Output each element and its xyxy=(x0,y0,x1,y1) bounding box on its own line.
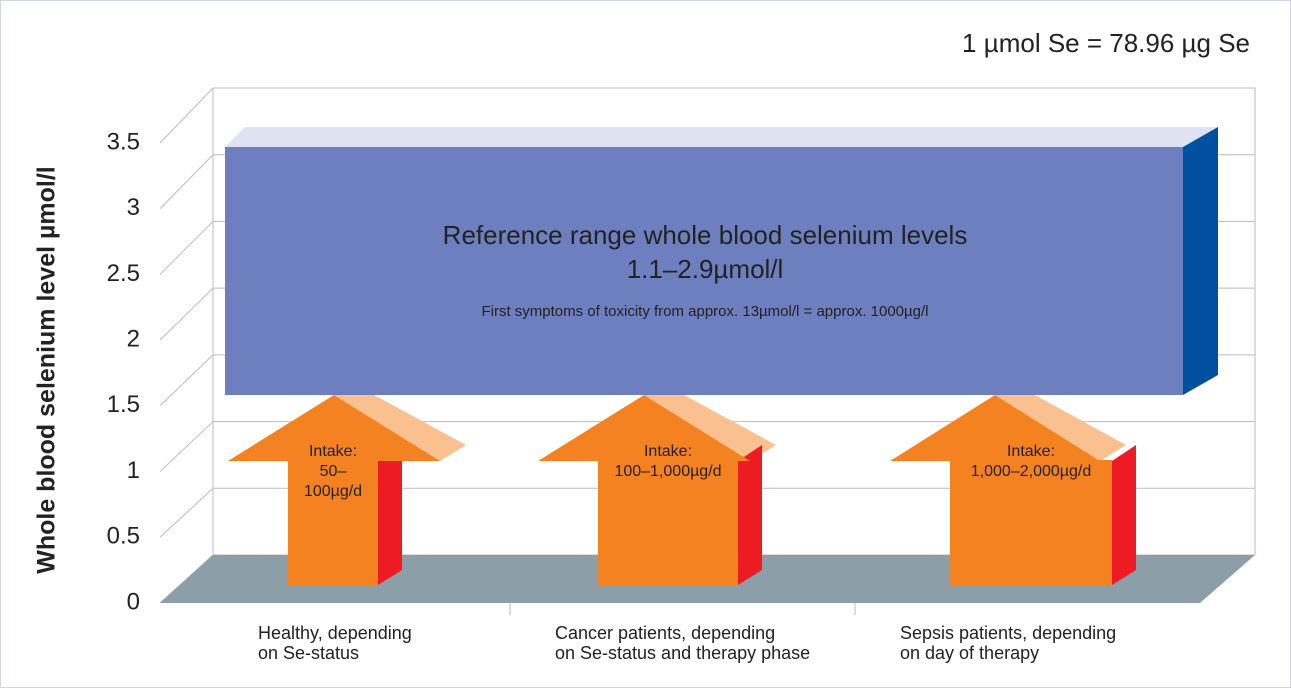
arrow-shaft xyxy=(288,460,378,585)
arrow-top xyxy=(334,395,466,461)
arrow-side xyxy=(378,445,402,585)
grid-line-oblique xyxy=(159,487,214,538)
box-note: First symptoms of toxicity from approx. … xyxy=(481,303,928,320)
y-tick-label: 0 xyxy=(127,588,140,615)
y-tick-label: 1 xyxy=(127,457,140,484)
arrow-label: Intake: xyxy=(644,443,692,460)
arrow-label: 1,000–2,000µg/d xyxy=(971,463,1091,480)
box-range: 1.1–2.9µmol/l xyxy=(627,254,784,284)
y-axis-label: Whole blood selenium level µmol/l xyxy=(33,166,61,574)
x-tick-label: on day of therapy xyxy=(900,643,1039,663)
box-title: Reference range whole blood selenium lev… xyxy=(443,220,968,250)
arrow-label: Intake: xyxy=(309,443,357,460)
grid-line-oblique xyxy=(159,87,214,144)
x-tick-label: Cancer patients, depending xyxy=(555,623,775,643)
y-tick-label: 3.5 xyxy=(107,128,140,155)
y-tick-label: 2 xyxy=(127,325,140,352)
arrow-top xyxy=(644,395,776,461)
arrow-label: 100–1,000µg/d xyxy=(614,463,721,480)
x-tick-label: Healthy, depending xyxy=(258,623,412,643)
arrow-side xyxy=(738,445,762,585)
grid-line-oblique xyxy=(159,154,214,210)
reference-box xyxy=(225,147,1183,395)
arrow-shaft xyxy=(598,460,738,585)
grid-line-oblique xyxy=(159,354,214,407)
annotation: 1 µmol Se = 78.96 µg Se xyxy=(962,28,1250,58)
y-tick-label: 1.5 xyxy=(107,391,140,418)
arrow-label: 100µg/d xyxy=(304,483,362,500)
grid-line-oblique xyxy=(159,421,214,472)
x-tick-label: on Se-status xyxy=(258,643,359,663)
box-top xyxy=(225,127,1218,147)
arrow-side xyxy=(1112,445,1136,585)
y-tick-label: 3 xyxy=(127,194,140,221)
arrow-shaft xyxy=(950,460,1112,585)
x-tick-label: on Se-status and therapy phase xyxy=(555,643,810,663)
x-tick-label: Sepsis patients, depending xyxy=(900,623,1116,643)
arrow-label: Intake: xyxy=(1007,443,1055,460)
arrow-top xyxy=(995,395,1126,461)
grid-line-oblique xyxy=(159,221,214,275)
y-tick-label: 0.5 xyxy=(107,523,140,550)
y-tick-label: 2.5 xyxy=(107,260,140,287)
arrow-head xyxy=(228,395,440,461)
arrow-head xyxy=(890,395,1100,461)
box-side xyxy=(1183,127,1218,395)
arrow-head xyxy=(538,395,750,461)
grid-line-oblique xyxy=(159,287,214,341)
arrow-label: 50– xyxy=(320,463,347,480)
